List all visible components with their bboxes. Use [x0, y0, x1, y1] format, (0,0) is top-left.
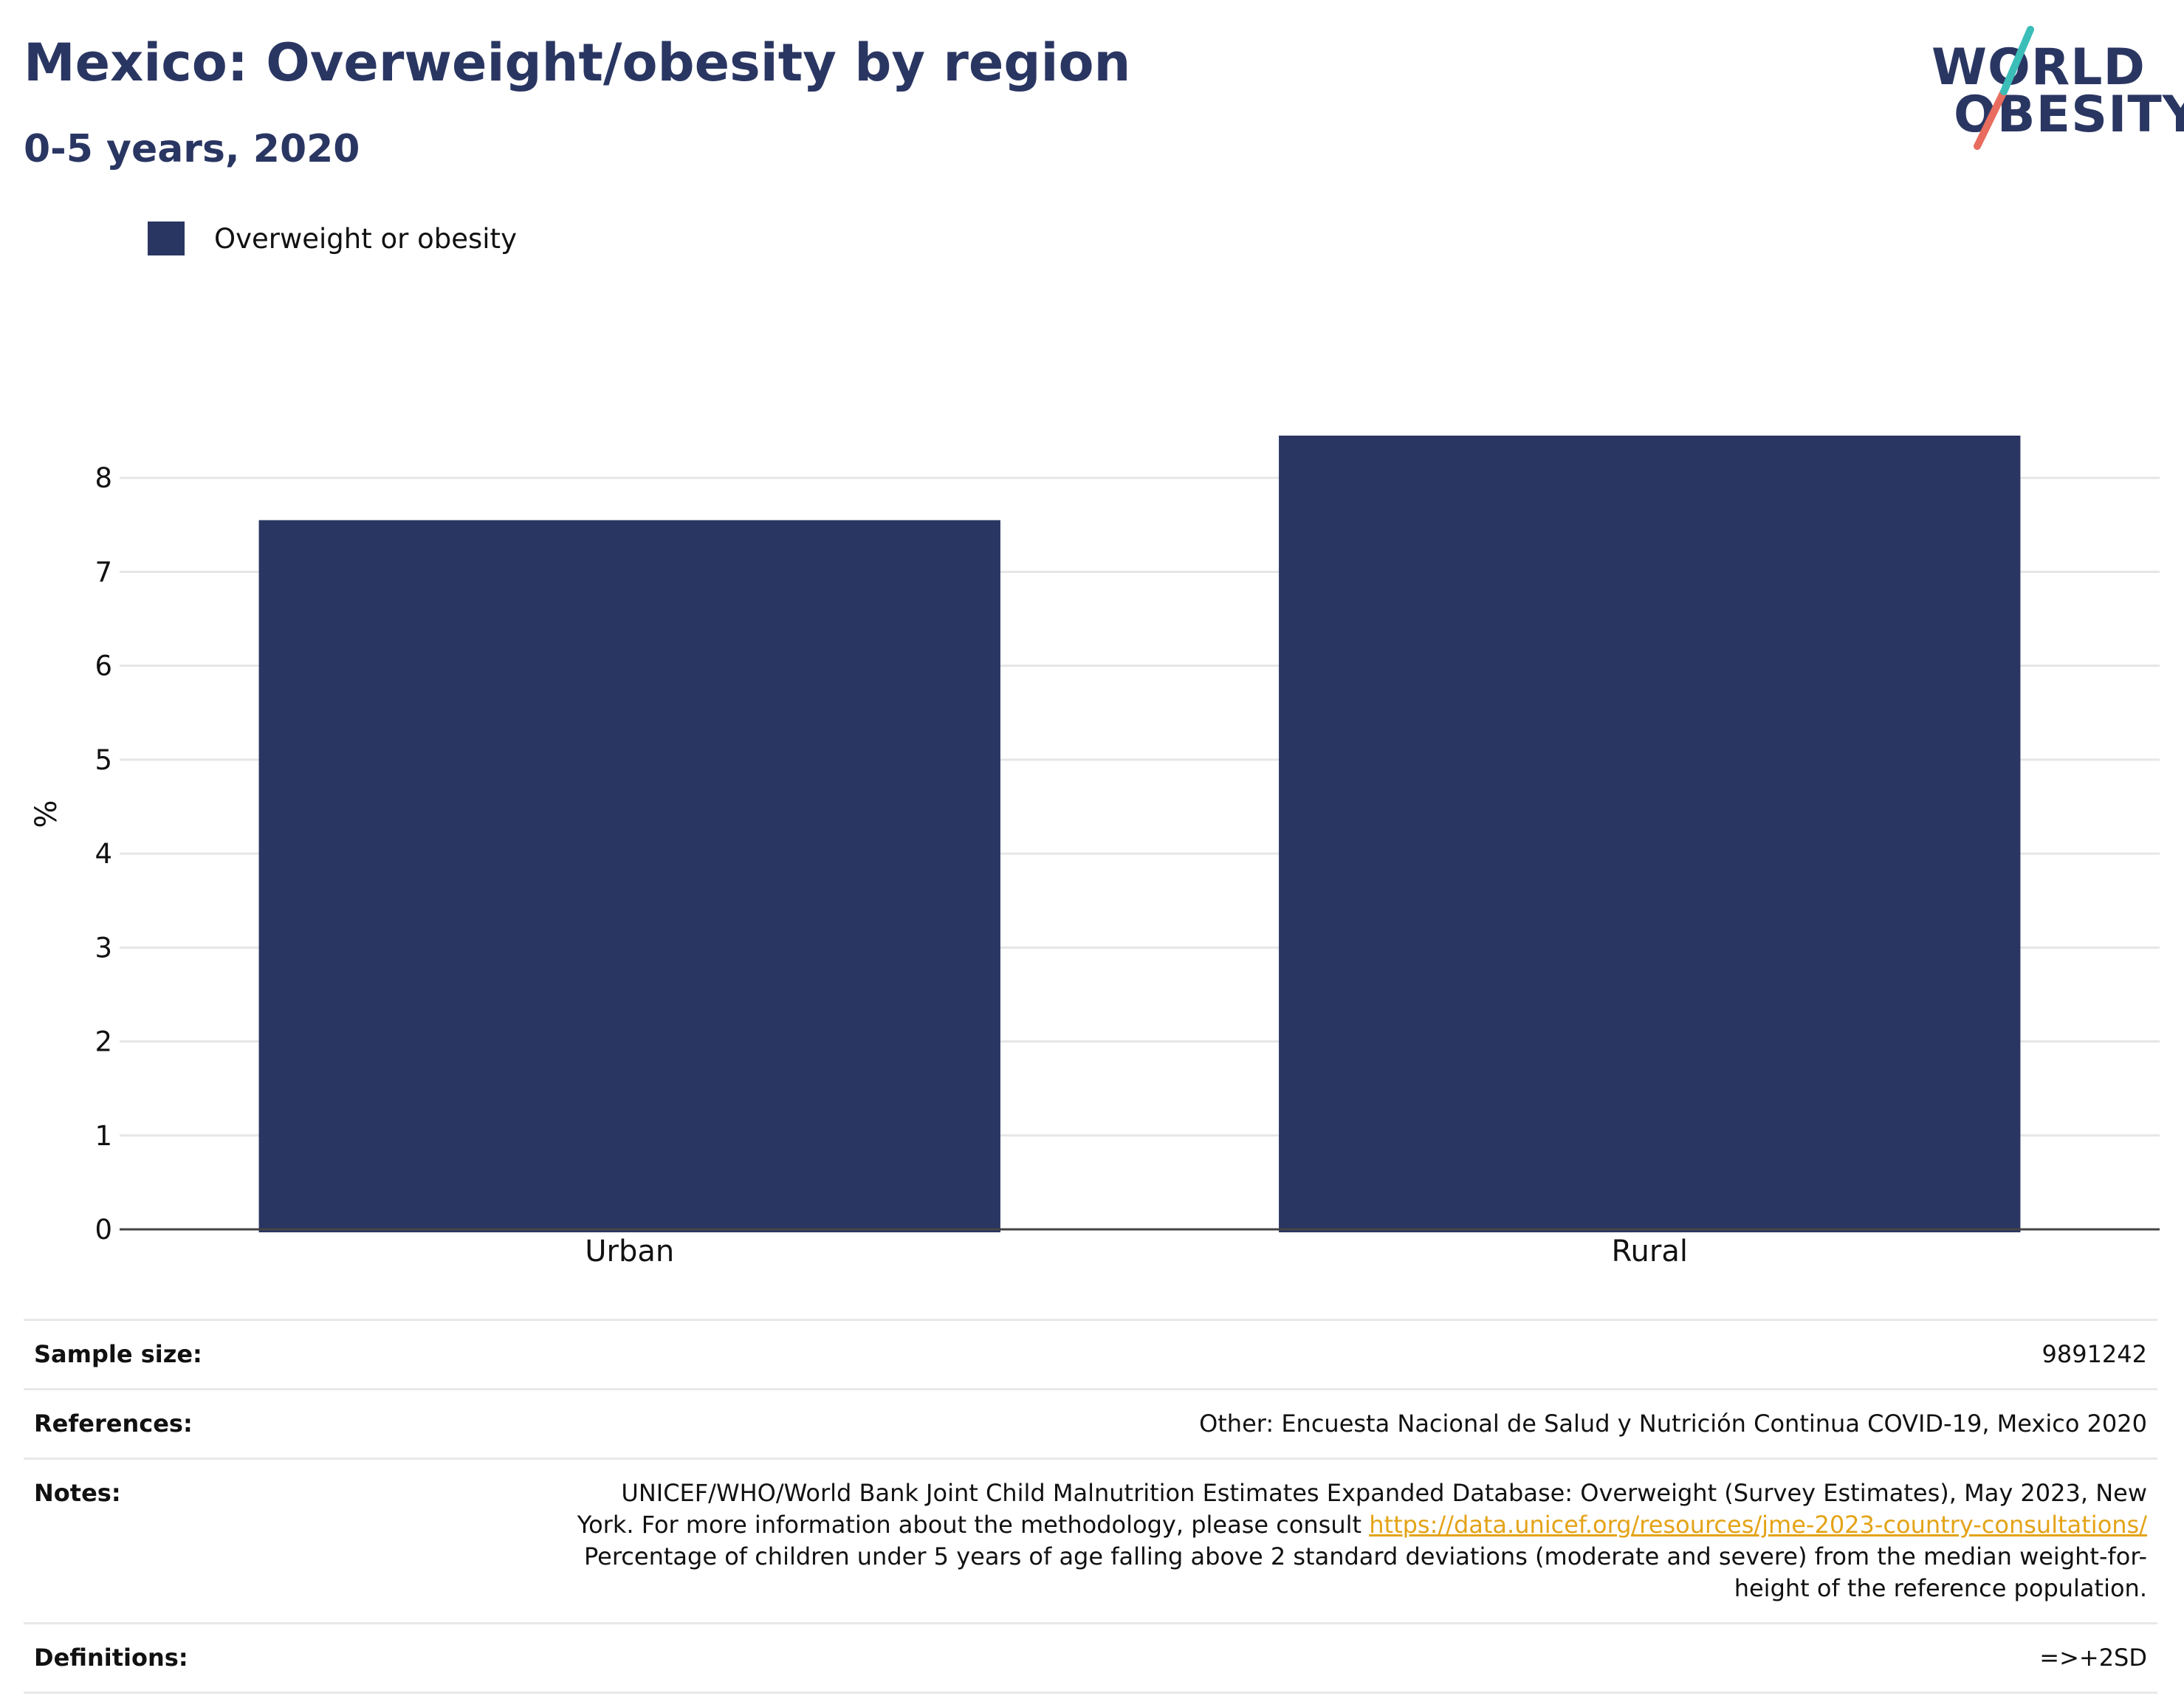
- notes-row: Notes: UNICEF/WHO/World Bank Joint Child…: [24, 1458, 2157, 1622]
- sample-size-row: Sample size: 9891242: [24, 1319, 2157, 1388]
- references-row: References: Other: Encuesta Nacional de …: [24, 1388, 2157, 1458]
- sample-size-label: Sample size:: [34, 1340, 202, 1368]
- references-value: Other: Encuesta Nacional de Salud y Nutr…: [1199, 1410, 2147, 1438]
- y-tick-label: 0: [95, 1214, 112, 1246]
- definitions-label: Definitions:: [34, 1644, 188, 1672]
- x-tick-label: Rural: [1612, 1235, 1688, 1268]
- x-tick-label: Urban: [585, 1235, 674, 1268]
- notes-value: UNICEF/WHO/World Bank Joint Child Malnut…: [403, 1477, 2147, 1604]
- legend-swatch: [148, 222, 185, 255]
- world-obesity-logo: WORLD OBESITY: [1920, 22, 2184, 155]
- definitions-row: Definitions: =>+2SD: [24, 1622, 2157, 1694]
- bar-urban: [258, 520, 1000, 1232]
- y-tick-label: 4: [95, 838, 112, 870]
- y-tick-label: 2: [95, 1026, 112, 1058]
- y-tick-label: 1: [95, 1120, 112, 1152]
- logo-line-1: WORLD: [1931, 38, 2146, 97]
- logo-slash-icon: [1974, 26, 2034, 150]
- info-table: Sample size: 9891242 References: Other: …: [24, 1319, 2157, 1694]
- sample-size-value: 9891242: [2042, 1340, 2147, 1368]
- y-tick-label: 7: [95, 556, 112, 588]
- notes-label: Notes:: [34, 1479, 121, 1507]
- notes-line-2-text: York. For more information about the met…: [577, 1511, 1370, 1539]
- chart-legend: Overweight or obesity: [148, 220, 517, 257]
- methodology-link[interactable]: https://data.unicef.org/resources/jme-20…: [1369, 1511, 2147, 1539]
- y-tick-label: 3: [95, 932, 112, 964]
- legend-label: Overweight or obesity: [214, 222, 517, 255]
- notes-line-3: Percentage of children under 5 years of …: [584, 1542, 2147, 1570]
- notes-line-2: York. For more information about the met…: [403, 1509, 2147, 1541]
- y-tick-label: 6: [95, 650, 112, 682]
- notes-line-1: UNICEF/WHO/World Bank Joint Child Malnut…: [621, 1479, 2147, 1507]
- bar-chart: 0 1 2 3 4 5 6 7 8 Urban Rural%: [30, 435, 2160, 1268]
- y-tick-label: 5: [95, 744, 112, 776]
- notes-line-4: height of the reference population.: [1734, 1574, 2147, 1602]
- chart-title: Mexico: Overweight/obesity by region: [24, 32, 1131, 93]
- definitions-value: =>+2SD: [2039, 1644, 2147, 1672]
- chart-subtitle: 0-5 years, 2020: [24, 127, 360, 171]
- y-tick-label: 8: [95, 462, 112, 494]
- bar-rural: [1279, 435, 2021, 1233]
- y-axis-label: %: [30, 800, 63, 828]
- references-label: References:: [34, 1410, 193, 1438]
